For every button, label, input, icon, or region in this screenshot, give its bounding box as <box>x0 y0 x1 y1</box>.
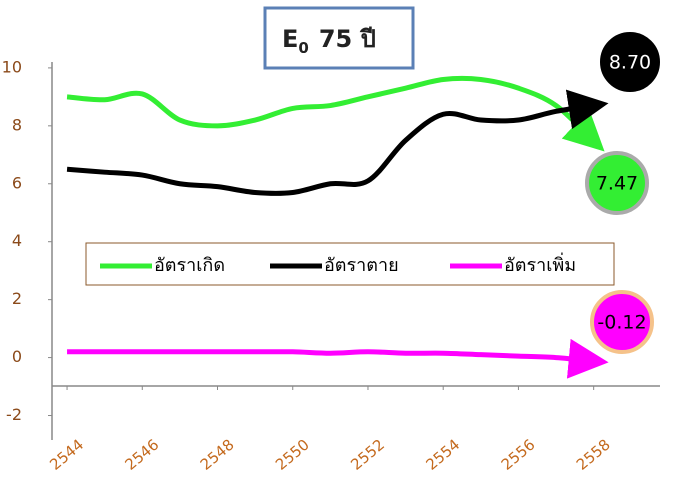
value-label: 8.70 <box>609 52 651 74</box>
legend-label: อัตราเพิ่ม <box>504 252 576 276</box>
value-label: -0.12 <box>597 312 646 334</box>
chart: E075 ปี -2024681025442546254825502552255… <box>0 0 677 490</box>
x-tick-label: 2554 <box>422 435 463 473</box>
title-part: E <box>282 25 298 53</box>
series-line <box>67 78 594 141</box>
x-tick-label: 2546 <box>122 435 163 473</box>
series-line <box>67 106 594 194</box>
x-tick-label: 2544 <box>46 435 87 473</box>
y-tick-label: 0 <box>12 347 22 366</box>
x-tick-label: 2556 <box>498 435 539 473</box>
legend-label: อัตราเกิด <box>154 255 225 276</box>
y-tick-label: 8 <box>12 115 22 134</box>
title: E0 75 ปี <box>282 25 376 57</box>
title-part: 75 ปี <box>319 25 376 53</box>
y-tick-label: -2 <box>6 405 22 424</box>
y-tick-label: 6 <box>12 173 22 192</box>
y-tick-label: 10 <box>2 57 22 76</box>
title-subscript: 0 <box>298 39 308 57</box>
value-label: 7.47 <box>596 173 638 195</box>
legend-label: อัตราตาย <box>324 255 399 276</box>
x-tick-label: 2548 <box>197 435 238 473</box>
y-tick-label: 2 <box>12 289 22 308</box>
x-tick-label: 2550 <box>272 435 313 473</box>
x-tick-label: 2552 <box>347 435 388 473</box>
y-tick-label: 4 <box>12 231 22 250</box>
x-tick-label: 2558 <box>573 435 614 473</box>
series-line <box>67 352 594 361</box>
